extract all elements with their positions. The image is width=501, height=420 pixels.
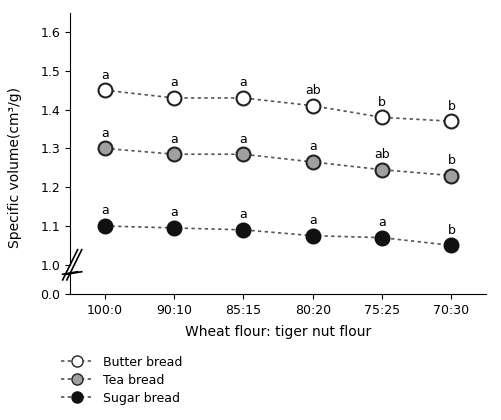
Point — [170, 151, 178, 158]
Point — [170, 225, 178, 231]
Text: a: a — [170, 76, 178, 89]
Text: Specific volume(cm³/g): Specific volume(cm³/g) — [8, 87, 22, 249]
Point — [378, 114, 386, 121]
Point — [447, 118, 455, 125]
Point — [239, 151, 247, 158]
Point — [239, 94, 247, 101]
Point — [170, 94, 178, 101]
Text: a: a — [309, 214, 317, 227]
Text: a: a — [170, 206, 178, 219]
Text: a: a — [309, 140, 317, 153]
Text: b: b — [447, 100, 455, 113]
Text: ab: ab — [305, 84, 321, 97]
Point — [101, 87, 109, 94]
X-axis label: Wheat flour: tiger nut flour: Wheat flour: tiger nut flour — [185, 325, 371, 339]
Legend: Butter bread, Tea bread, Sugar bread: Butter bread, Tea bread, Sugar bread — [56, 351, 187, 410]
Point — [309, 232, 317, 239]
Text: a: a — [101, 127, 109, 140]
Text: b: b — [447, 154, 455, 167]
Point — [101, 223, 109, 229]
Point — [309, 102, 317, 109]
Text: a: a — [101, 68, 109, 81]
Text: a: a — [378, 216, 386, 229]
Text: b: b — [378, 96, 386, 109]
Text: a: a — [170, 133, 178, 146]
Point — [101, 145, 109, 152]
Point — [239, 226, 247, 233]
Point — [447, 242, 455, 249]
Point — [378, 166, 386, 173]
Point — [378, 234, 386, 241]
Text: a: a — [101, 205, 109, 218]
Text: b: b — [447, 224, 455, 237]
Point — [309, 159, 317, 165]
Text: a: a — [239, 133, 247, 146]
Point — [447, 172, 455, 179]
Text: a: a — [239, 76, 247, 89]
Text: ab: ab — [374, 148, 390, 161]
Text: a: a — [239, 208, 247, 221]
